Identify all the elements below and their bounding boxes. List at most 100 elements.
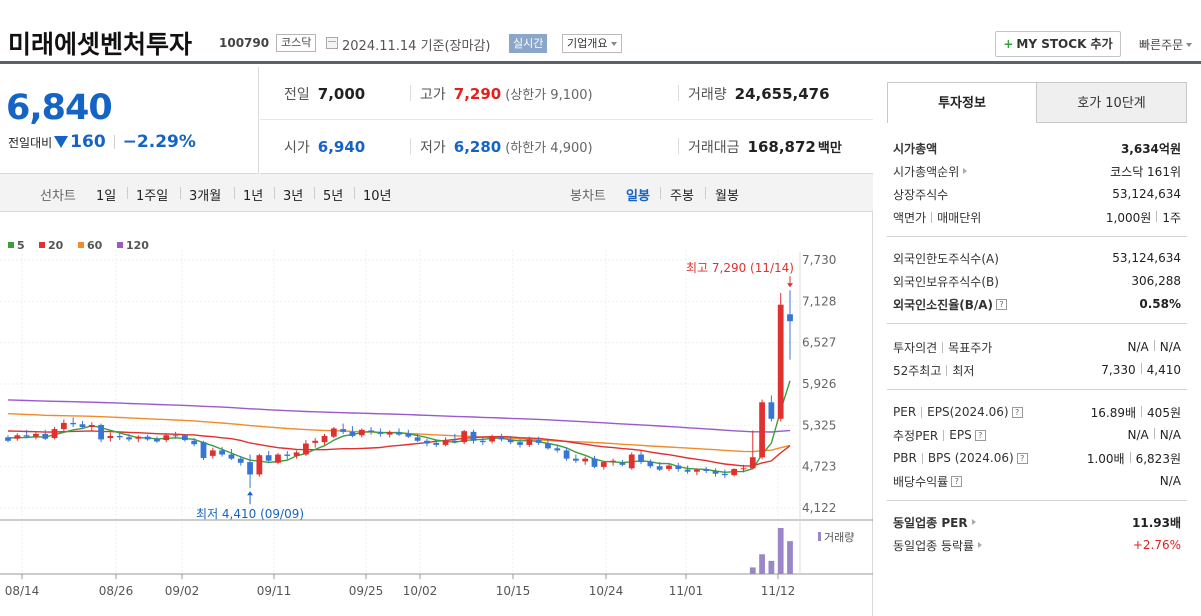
info-value-text: 7,330 bbox=[1101, 363, 1136, 377]
divider bbox=[1153, 340, 1155, 351]
realtime-button[interactable]: 실시간 bbox=[509, 34, 548, 53]
info-value-text: N/A bbox=[1159, 428, 1181, 442]
tab-monthly[interactable]: 월봉 bbox=[715, 189, 739, 204]
company-info-dropdown[interactable]: 기업개요 bbox=[562, 34, 623, 53]
tab-3m[interactable]: 3개월 bbox=[189, 189, 222, 204]
tab-1w[interactable]: 1주일 bbox=[136, 189, 169, 204]
info-label-text: 동일업종 등락률 bbox=[893, 538, 975, 553]
open-price: 시가 6,940 bbox=[284, 137, 365, 157]
info-label-text: 투자의견 bbox=[893, 340, 938, 355]
candle-body bbox=[42, 433, 49, 439]
candle-body bbox=[517, 442, 523, 445]
candle-body bbox=[721, 473, 728, 476]
candle-body bbox=[377, 432, 384, 434]
info-value-text: 11.93배 bbox=[1132, 515, 1181, 530]
legend-swatch bbox=[39, 242, 45, 248]
info-row: 외국인한도주식수(A) 53,124,634 bbox=[893, 247, 1181, 269]
info-label-text: PBR bbox=[893, 451, 917, 465]
chevron-right-icon bbox=[971, 519, 979, 525]
tab-1y[interactable]: 1년 bbox=[243, 189, 264, 204]
info-value: 0.58% bbox=[1139, 297, 1181, 311]
divider bbox=[1153, 428, 1155, 439]
tab-1d[interactable]: 1일 bbox=[96, 189, 117, 204]
info-label: 외국인한도주식수(A) bbox=[893, 250, 999, 267]
candle-body bbox=[600, 462, 607, 467]
candle-body bbox=[731, 468, 738, 476]
candle-body bbox=[675, 465, 682, 469]
info-value: 306,288 bbox=[1131, 274, 1181, 288]
candle-body bbox=[70, 422, 77, 425]
info-row: PBR BPS (2024.06)? 1.00배 6,823원 bbox=[893, 447, 1181, 469]
change-percent: −2.29% bbox=[122, 132, 196, 152]
candle-body bbox=[489, 435, 495, 442]
divider bbox=[180, 187, 181, 199]
prev-close-label: 전일 bbox=[284, 87, 310, 103]
info-value: 7,330 4,410 bbox=[1101, 363, 1181, 377]
candle-body bbox=[535, 440, 542, 443]
candle-body bbox=[256, 455, 263, 475]
info-value: 53,124,634 bbox=[1112, 251, 1181, 265]
info-value: 1,000원 1주 bbox=[1106, 209, 1181, 226]
candle-body bbox=[144, 436, 151, 440]
my-stock-add-button[interactable]: + MY STOCK 추가 bbox=[995, 31, 1121, 57]
price-chart[interactable]: 7,730 7,128 6,527 5,926 5,325 4,723 4,122 5 20 60… bbox=[0, 212, 873, 616]
y-tick-label: 5,325 bbox=[802, 418, 836, 432]
info-row: 52주최고 최저 7,330 4,410 bbox=[893, 359, 1181, 381]
info-row: 상장주식수 53,124,634 bbox=[893, 183, 1181, 205]
info-label: 액면가 매매단위 bbox=[893, 209, 981, 226]
low-label: 저가 bbox=[420, 140, 446, 156]
help-icon[interactable]: ? bbox=[1016, 452, 1028, 464]
tab-5y[interactable]: 5년 bbox=[323, 189, 344, 204]
info-row: 외국인보유주식수(B) 306,288 bbox=[893, 270, 1181, 292]
x-tick-label: 09/11 bbox=[257, 584, 292, 598]
quick-order-dropdown[interactable]: 빠른주문 bbox=[1139, 36, 1192, 53]
info-label-text: 목표주가 bbox=[948, 340, 993, 355]
candle-body bbox=[116, 435, 123, 438]
candle-body bbox=[405, 433, 412, 437]
tab-order-book[interactable]: 호가 10단계 bbox=[1037, 82, 1187, 123]
volume-bar bbox=[777, 528, 784, 574]
divider bbox=[1141, 405, 1143, 417]
tab-investment-info[interactable]: 투자정보 bbox=[887, 82, 1037, 123]
candle-body bbox=[591, 458, 598, 467]
info-value-text: 1.00배 bbox=[1086, 451, 1125, 466]
tab-daily[interactable]: 일봉 bbox=[626, 189, 650, 204]
help-icon[interactable]: ? bbox=[996, 298, 1008, 310]
divider bbox=[234, 187, 235, 199]
candle-body bbox=[461, 431, 468, 443]
info-label[interactable]: 시가총액순위 bbox=[893, 163, 970, 180]
tab-weekly[interactable]: 주봉 bbox=[670, 189, 694, 204]
candle-body bbox=[638, 454, 644, 463]
candle-body bbox=[293, 452, 300, 456]
x-tick-label: 09/25 bbox=[349, 584, 384, 598]
info-section-s3: 투자의견 목표주가 N/A N/A 52주최고 최저 7,330 4,410 bbox=[887, 334, 1187, 390]
ma-line bbox=[7, 399, 791, 433]
candle-body bbox=[563, 450, 570, 459]
candle-body bbox=[442, 440, 449, 445]
help-icon[interactable]: ? bbox=[974, 429, 986, 441]
info-label[interactable]: 동일업종 등락률 bbox=[893, 537, 985, 554]
tab-10y[interactable]: 10년 bbox=[363, 189, 392, 204]
divider bbox=[127, 187, 128, 199]
candle-body bbox=[749, 457, 756, 469]
info-label-text: 배당수익률 bbox=[893, 474, 949, 489]
open-label: 시가 bbox=[284, 140, 310, 156]
candle-body bbox=[126, 437, 132, 440]
divider bbox=[1156, 210, 1158, 222]
divider bbox=[660, 187, 661, 199]
info-label: 상장주식수 bbox=[893, 186, 948, 203]
candle-body bbox=[200, 442, 207, 458]
info-label[interactable]: 동일업종 PER bbox=[893, 514, 979, 531]
candle-body bbox=[656, 466, 663, 470]
candle-body bbox=[237, 458, 244, 463]
legend-swatch bbox=[78, 242, 84, 248]
help-icon[interactable]: ? bbox=[1011, 406, 1023, 418]
tab-3y[interactable]: 3년 bbox=[283, 189, 304, 204]
info-label: 외국인보유주식수(B) bbox=[893, 273, 999, 290]
info-row: 시가총액 3,634억원 bbox=[893, 137, 1181, 159]
quote-row: 전일 7,000 고가 7,290 (상한가 9,100) 거래량 24,655… bbox=[260, 67, 873, 120]
quote-row: 시가 6,940 저가 6,280 (하한가 4,900) 거래대금 168,8… bbox=[260, 120, 873, 173]
info-value: 코스닥 161위 bbox=[1110, 163, 1181, 180]
help-icon[interactable]: ? bbox=[951, 475, 963, 487]
candle-body bbox=[228, 454, 235, 459]
